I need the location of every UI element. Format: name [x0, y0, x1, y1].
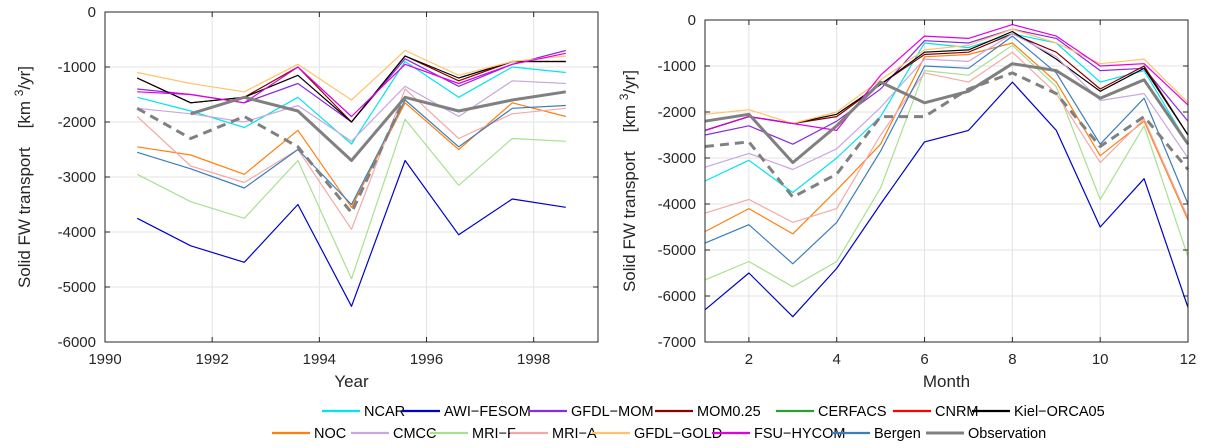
y-tick-label: -3000 — [58, 169, 96, 186]
series-line-observation-dashed — [136, 96, 407, 215]
legend-label: GFDL−MOM — [571, 404, 654, 420]
legend-label: CERFACS — [818, 404, 887, 420]
series-line-fsu-hycom — [137, 52, 566, 118]
series-line-awi-fesom — [136, 159, 566, 307]
x-tick-label: 1992 — [195, 351, 228, 368]
legend-label: FSU−HYCOM — [754, 426, 845, 442]
y-tick-label: -3000 — [658, 150, 696, 167]
y-axis-label: Solid FW transport [km 3/yr] — [12, 66, 34, 288]
y-tick-label: -2000 — [58, 114, 96, 131]
y-tick-label: -2000 — [658, 104, 696, 121]
series-line-kiel-orca05 — [136, 55, 566, 123]
series-line-bergen — [704, 35, 1189, 265]
legend-label: NOC — [314, 426, 346, 442]
series-line-observation-dashed — [704, 71, 1190, 199]
x-tick-label: 1994 — [303, 351, 336, 368]
x-tick-label: 2 — [745, 351, 753, 368]
series-line-awi-fesom — [704, 81, 1189, 318]
series-line-noc — [704, 42, 1189, 235]
y-axis-label: Solid FW transport [km 3/yr] — [617, 70, 639, 292]
series-line-mri-a — [704, 51, 1189, 223]
y-tick-label: -4000 — [58, 224, 96, 241]
legend-label: Observation — [968, 426, 1046, 442]
legend-label: Bergen — [874, 426, 921, 442]
series-line-mri-f — [136, 118, 566, 280]
axes-frame — [704, 19, 1189, 343]
y-tick-label: -1000 — [658, 58, 696, 75]
y-tick-label: -5000 — [58, 279, 96, 296]
x-tick-label: 1990 — [88, 351, 121, 368]
y-tick-label: -1000 — [58, 59, 96, 76]
x-tick-label: 4 — [833, 351, 841, 368]
y-tick-label: -6000 — [58, 334, 96, 351]
legend-label: MRI−F — [472, 426, 516, 442]
y-tick-label: 0 — [88, 4, 96, 21]
y-axis-label-unit-post: /yr] — [15, 66, 34, 90]
series-line-mri-a — [136, 88, 566, 230]
legend-label: CNRM — [935, 404, 979, 420]
series-line-observation — [190, 90, 567, 162]
y-axis-label-unit: [km — [620, 100, 639, 132]
y-axis-label-space — [15, 128, 34, 147]
y-tick-label: -6000 — [658, 288, 696, 305]
y-axis-label-main: Solid FW transport — [620, 151, 639, 292]
x-tick-label: 12 — [1180, 351, 1197, 368]
right-chart-panel: 0 -1000 -2000 -3000 -4000 -5000 -6000 -7000 2 4 6 8… — [617, 12, 1196, 391]
y-axis-label-unit-sup: 3 — [12, 89, 26, 96]
series-line-ncar — [704, 33, 1189, 194]
x-tick-label: 1996 — [410, 351, 443, 368]
x-tick-label: 6 — [920, 351, 928, 368]
series-line-gfdl-gold — [137, 49, 566, 101]
y-tick-label: -5000 — [658, 242, 696, 259]
series-line-fsu-hycom — [704, 24, 1189, 131]
series-line-noc — [137, 102, 566, 208]
legend-label: CMCC — [393, 426, 437, 442]
legend-label: MOM0.25 — [697, 404, 761, 420]
series-line-gfdl-mom — [704, 28, 1189, 145]
y-tick-label: 0 — [688, 12, 696, 29]
x-tick-label: 8 — [1008, 351, 1016, 368]
y-tick-label: -7000 — [658, 334, 696, 351]
x-tick-label: 1998 — [517, 351, 550, 368]
series-line-mom0-25 — [704, 33, 1189, 136]
x-axis-label: Year — [334, 372, 369, 391]
legend-label: Kiel−ORCA05 — [1014, 404, 1105, 420]
series-line-gfdl-gold — [704, 28, 1189, 125]
y-axis-label-unit-sup: 3 — [617, 93, 631, 100]
y-axis-label-unit: [km — [15, 96, 34, 128]
series-line-observation — [704, 62, 1190, 165]
legend-label: AWI−FESOM — [444, 404, 531, 420]
legend-label: NCAR — [364, 404, 405, 420]
legend-label: MRI−A — [552, 426, 597, 442]
series-line-cmcc — [137, 80, 566, 142]
legend-label: GFDL−GOLD — [634, 426, 722, 442]
y-axis-label-unit-post: /yr] — [620, 70, 639, 94]
series-line-bergen — [137, 99, 566, 206]
series-line-cmcc — [704, 33, 1189, 171]
x-tick-label: 10 — [1092, 351, 1109, 368]
series-line-mri-f — [704, 44, 1189, 288]
y-axis-label-main: Solid FW transport — [15, 147, 34, 288]
y-tick-label: -4000 — [658, 196, 696, 213]
y-axis-label-space — [620, 132, 639, 151]
legend: NCAR AWI−FESOM GFDL−MOM MOM0.25 CERFACS CNRM K… — [272, 404, 1105, 442]
x-axis-label: Month — [923, 372, 970, 391]
